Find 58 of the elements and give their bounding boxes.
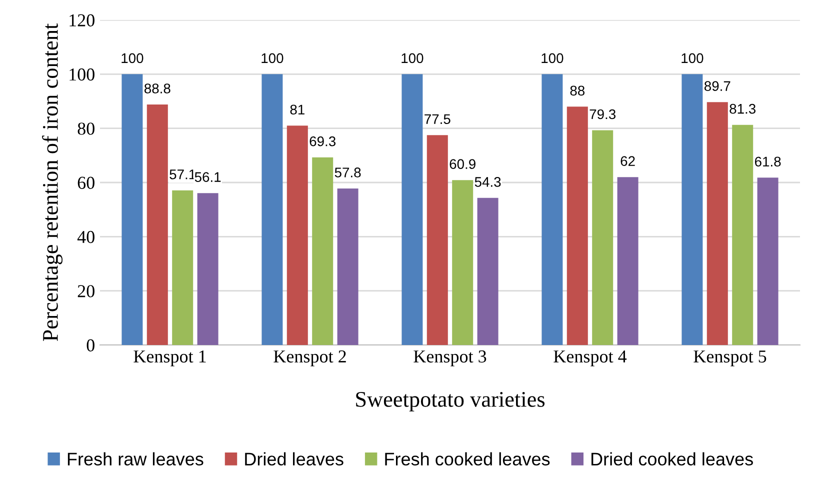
bar xyxy=(197,193,218,345)
bar xyxy=(617,177,638,345)
x-tick-label: Kenspot 4 xyxy=(554,350,627,366)
bar xyxy=(337,188,358,345)
bar xyxy=(146,104,168,345)
y-axis-title: Percentage retention of iron content xyxy=(42,23,62,342)
data-label: 100 xyxy=(122,53,144,64)
bar xyxy=(592,130,614,345)
bar xyxy=(122,74,143,345)
data-label: 62 xyxy=(620,156,635,166)
bar xyxy=(732,124,754,345)
data-label: 100 xyxy=(262,53,284,64)
bar xyxy=(172,190,194,345)
data-label: 88 xyxy=(570,86,585,96)
bar xyxy=(312,157,334,345)
bar xyxy=(757,178,778,345)
x-tick-label: Kenspot 1 xyxy=(134,350,206,366)
data-label: 100 xyxy=(542,53,564,64)
bar xyxy=(452,180,474,345)
data-label: 79.3 xyxy=(590,109,616,120)
y-tick-label: 80 xyxy=(78,122,94,135)
y-tick-label: 20 xyxy=(78,285,94,298)
data-label: 61.8 xyxy=(754,156,781,167)
data-label: 81 xyxy=(290,104,304,115)
data-label: 100 xyxy=(682,53,704,64)
legend-label: Fresh cooked leaves xyxy=(385,452,550,466)
data-label: 56.1 xyxy=(194,172,221,182)
data-label: 54.3 xyxy=(474,177,501,187)
y-tick-label: 60 xyxy=(78,176,94,189)
bar xyxy=(262,74,283,345)
data-label: 88.8 xyxy=(144,84,170,94)
bar xyxy=(402,74,423,345)
legend-label: Fresh raw leaves xyxy=(68,452,204,466)
data-label: 57.8 xyxy=(334,168,361,178)
y-tick-label: 100 xyxy=(70,68,94,81)
bar xyxy=(426,135,448,345)
y-tick-label: 40 xyxy=(77,230,94,244)
y-tick-label: 0 xyxy=(86,339,94,352)
x-axis-title: Sweetpotato varieties xyxy=(356,392,545,412)
legend-label: Dried leaves xyxy=(245,452,344,466)
x-tick-label: Kenspot 2 xyxy=(274,350,346,366)
data-label: 100 xyxy=(402,53,424,64)
data-label: 77.5 xyxy=(424,114,450,124)
bar xyxy=(706,102,728,345)
y-tick-label: 120 xyxy=(70,14,94,26)
bar xyxy=(542,74,563,345)
bar xyxy=(477,198,498,345)
bar xyxy=(566,106,588,345)
bar xyxy=(286,126,308,345)
data-label: 60.9 xyxy=(450,159,476,169)
bar xyxy=(682,74,703,345)
data-label: 89.7 xyxy=(704,81,730,91)
data-label: 69.3 xyxy=(310,136,336,146)
legend-label: Dried cooked leaves xyxy=(592,452,753,466)
data-label: 81.3 xyxy=(730,104,756,114)
x-tick-label: Kenspot 5 xyxy=(694,350,766,366)
data-label: 57.1 xyxy=(170,170,196,180)
x-tick-label: Kenspot 3 xyxy=(414,350,486,366)
